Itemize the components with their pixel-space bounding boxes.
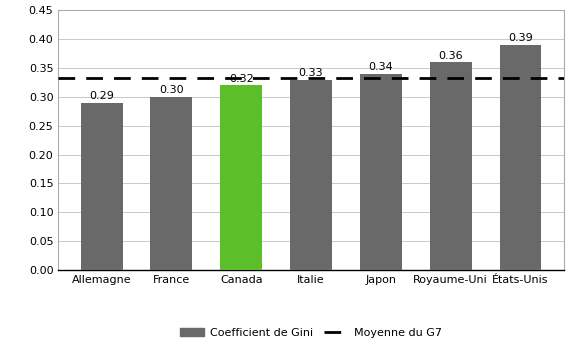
Text: 0.29: 0.29 <box>89 91 114 101</box>
Bar <box>499 45 541 270</box>
Legend: Coefficient de Gini, Moyenne du G7: Coefficient de Gini, Moyenne du G7 <box>176 323 446 342</box>
Text: 0.39: 0.39 <box>508 33 533 43</box>
Text: 0.30: 0.30 <box>159 85 184 95</box>
Bar <box>150 97 192 270</box>
Text: 0.32: 0.32 <box>229 74 253 84</box>
Bar <box>220 85 262 270</box>
Text: 0.36: 0.36 <box>438 51 463 61</box>
Bar <box>290 80 332 270</box>
Bar <box>81 103 123 270</box>
Bar <box>360 74 402 270</box>
Text: 0.34: 0.34 <box>369 62 393 72</box>
Bar <box>430 62 472 270</box>
Text: 0.33: 0.33 <box>299 68 323 78</box>
